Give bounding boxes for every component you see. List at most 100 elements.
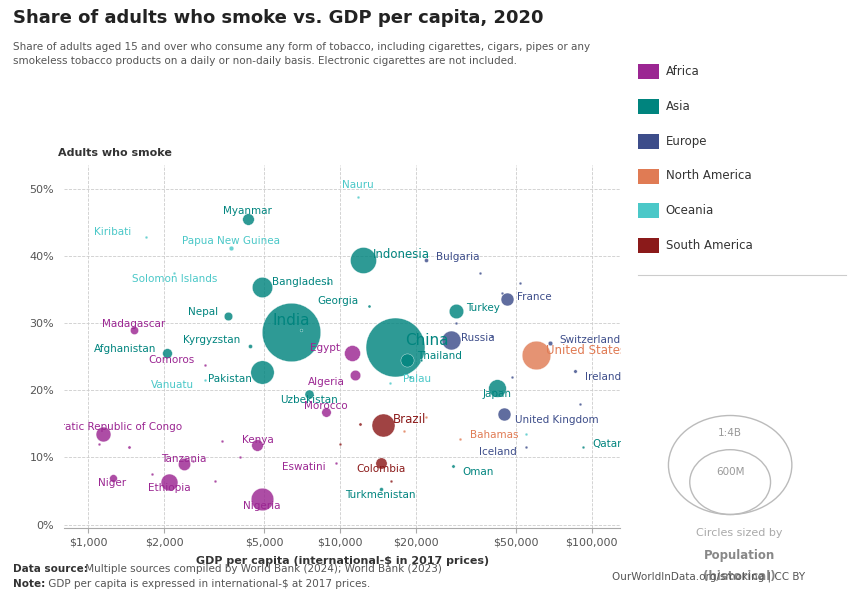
Point: [222, 311, 235, 321]
Point: [105, 473, 119, 482]
Point: [519, 429, 533, 439]
Point: [353, 419, 366, 428]
Text: Niger: Niger: [99, 478, 127, 488]
Point: [241, 214, 254, 224]
Point: [473, 268, 487, 277]
Text: Iceland: Iceland: [479, 447, 516, 457]
Text: OurWorldInData.org/smoking | CC BY: OurWorldInData.org/smoking | CC BY: [612, 572, 805, 582]
Point: [145, 469, 159, 479]
Point: [139, 232, 153, 242]
Text: Turkey: Turkey: [467, 302, 501, 313]
Text: Kiribati: Kiribati: [94, 227, 131, 236]
Text: 600M: 600M: [716, 467, 745, 478]
Text: Share of adults aged 15 and over who consume any form of tobacco, including ciga: Share of adults aged 15 and over who con…: [13, 42, 590, 52]
Point: [450, 318, 463, 328]
Point: [362, 301, 376, 311]
Point: [329, 458, 343, 467]
Text: Eswatini: Eswatini: [282, 463, 326, 473]
Text: Pakistan: Pakistan: [208, 374, 252, 384]
Text: Share of adults who smoke vs. GDP per capita, 2020: Share of adults who smoke vs. GDP per ca…: [13, 9, 543, 27]
Text: Nigeria: Nigeria: [243, 501, 280, 511]
Point: [453, 434, 467, 443]
Text: Democratic Republic of Congo: Democratic Republic of Congo: [25, 422, 183, 432]
Text: 1:4B: 1:4B: [718, 427, 742, 437]
Point: [388, 343, 401, 352]
Text: Japan: Japan: [483, 389, 512, 399]
Text: China: China: [405, 333, 448, 348]
Point: [255, 494, 269, 504]
Point: [186, 456, 200, 466]
Point: [513, 278, 527, 287]
Point: [419, 256, 433, 265]
Text: Asia: Asia: [666, 100, 690, 113]
Text: smokeless tobacco products on a daily or non-daily basis. Electronic cigarettes : smokeless tobacco products on a daily or…: [13, 56, 517, 66]
Point: [400, 355, 414, 365]
Text: Morocco: Morocco: [304, 401, 348, 410]
Text: Madagascar: Madagascar: [102, 319, 166, 329]
Text: France: France: [517, 292, 552, 302]
Point: [162, 478, 176, 487]
Point: [321, 278, 335, 287]
Point: [444, 335, 457, 345]
Point: [496, 288, 509, 298]
Text: (historical): (historical): [703, 570, 776, 583]
Text: Nepal: Nepal: [188, 307, 218, 317]
Point: [490, 383, 504, 392]
Point: [167, 268, 181, 277]
Point: [505, 372, 518, 382]
Text: Algeria: Algeria: [309, 377, 345, 387]
Text: Oman: Oman: [462, 467, 494, 476]
Point: [198, 376, 212, 385]
Point: [530, 350, 543, 359]
Point: [92, 439, 105, 449]
Point: [251, 440, 264, 450]
Point: [333, 439, 347, 449]
Text: Indonesia: Indonesia: [372, 248, 430, 261]
Point: [302, 389, 315, 399]
Text: Colombia: Colombia: [356, 464, 405, 474]
Text: Uzbekistan: Uzbekistan: [280, 395, 337, 405]
Text: Note:: Note:: [13, 579, 45, 589]
Text: Vanuatu: Vanuatu: [151, 380, 195, 391]
Point: [255, 367, 269, 377]
Text: Myanmar: Myanmar: [224, 206, 272, 216]
Point: [414, 355, 428, 365]
Point: [346, 349, 360, 358]
Text: Palau: Palau: [403, 374, 431, 385]
Point: [484, 332, 498, 341]
Text: Qatar: Qatar: [592, 439, 622, 449]
Point: [374, 458, 388, 467]
Point: [574, 399, 587, 409]
Point: [384, 476, 398, 486]
Point: [500, 295, 513, 304]
Point: [294, 325, 308, 334]
Text: Europe: Europe: [666, 134, 707, 148]
Text: Ethiopia: Ethiopia: [148, 484, 190, 493]
Point: [569, 367, 582, 376]
Text: Circles sized by: Circles sized by: [696, 528, 783, 538]
Point: [419, 412, 433, 422]
Text: Data source:: Data source:: [13, 564, 88, 574]
Text: Tanzania: Tanzania: [162, 454, 207, 464]
Point: [320, 407, 333, 416]
Text: GDP per capita is expressed in international-$ at 2017 prices.: GDP per capita is expressed in internati…: [45, 579, 371, 589]
Text: Population: Population: [704, 549, 775, 562]
Text: Thailand: Thailand: [417, 351, 462, 361]
Text: Multiple sources compiled by World Bank (2024); World Bank (2023): Multiple sources compiled by World Bank …: [82, 564, 442, 574]
Point: [445, 461, 459, 471]
Point: [208, 476, 222, 486]
Point: [450, 306, 463, 316]
Point: [160, 349, 173, 358]
Text: India: India: [272, 313, 310, 328]
Text: United States: United States: [546, 344, 626, 357]
Point: [356, 255, 370, 265]
Text: Comoros: Comoros: [148, 355, 195, 365]
Text: Adults who smoke: Adults who smoke: [58, 148, 172, 158]
Text: Bulgaria: Bulgaria: [436, 252, 479, 262]
Point: [519, 443, 533, 452]
X-axis label: GDP per capita (international-$ in 2017 prices): GDP per capita (international-$ in 2017 …: [196, 556, 489, 566]
Text: Nauru: Nauru: [343, 180, 374, 190]
Point: [243, 341, 257, 350]
Text: Our World: Our World: [660, 11, 719, 22]
Point: [255, 283, 269, 292]
